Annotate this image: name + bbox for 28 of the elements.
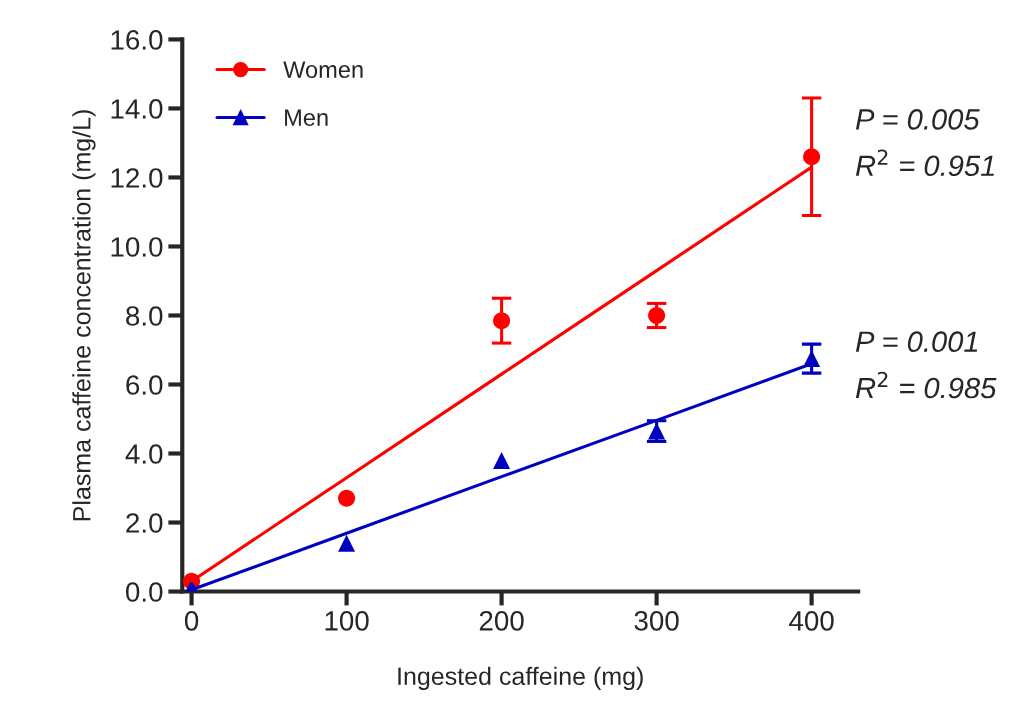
x-axis-title: Ingested caffeine (mg) <box>398 666 643 691</box>
y-tick-label: 14.0 <box>111 99 163 119</box>
point <box>803 148 821 166</box>
y-tick-label: 16.0 <box>111 30 163 50</box>
y-tick-label: 12.0 <box>111 168 163 188</box>
y-tick-label: 10.0 <box>111 237 163 257</box>
x-tick-label: 400 <box>789 611 834 631</box>
y-tick-label: 2.0 <box>126 513 163 533</box>
point <box>493 312 511 330</box>
annotation: P = 0.005 <box>855 109 980 130</box>
x-tick-label: 300 <box>634 611 679 631</box>
annotation: R$^{2}$ = 0.951 <box>855 149 994 177</box>
y-tick-label: 6.0 <box>126 375 163 395</box>
annotation: R$^{2}$ = 0.985 <box>855 371 997 399</box>
point <box>338 489 356 507</box>
annotation: P = 0.001 <box>855 331 978 352</box>
legend-label: Men <box>285 109 328 127</box>
legend-label: Women <box>283 61 363 79</box>
point <box>338 534 356 552</box>
y-tick-label: 8.0 <box>126 306 163 326</box>
y-axis-title: Plasma caffeine concentration (mg/L) <box>72 110 96 521</box>
point <box>648 306 666 324</box>
y-tick-label: 4.0 <box>125 444 163 464</box>
y-tick-label: 0.0 <box>126 582 163 602</box>
point <box>493 451 511 469</box>
x-tick-label: 100 <box>325 611 369 631</box>
x-tick-label: 0 <box>184 611 199 631</box>
x-tick-label: 200 <box>479 611 524 631</box>
